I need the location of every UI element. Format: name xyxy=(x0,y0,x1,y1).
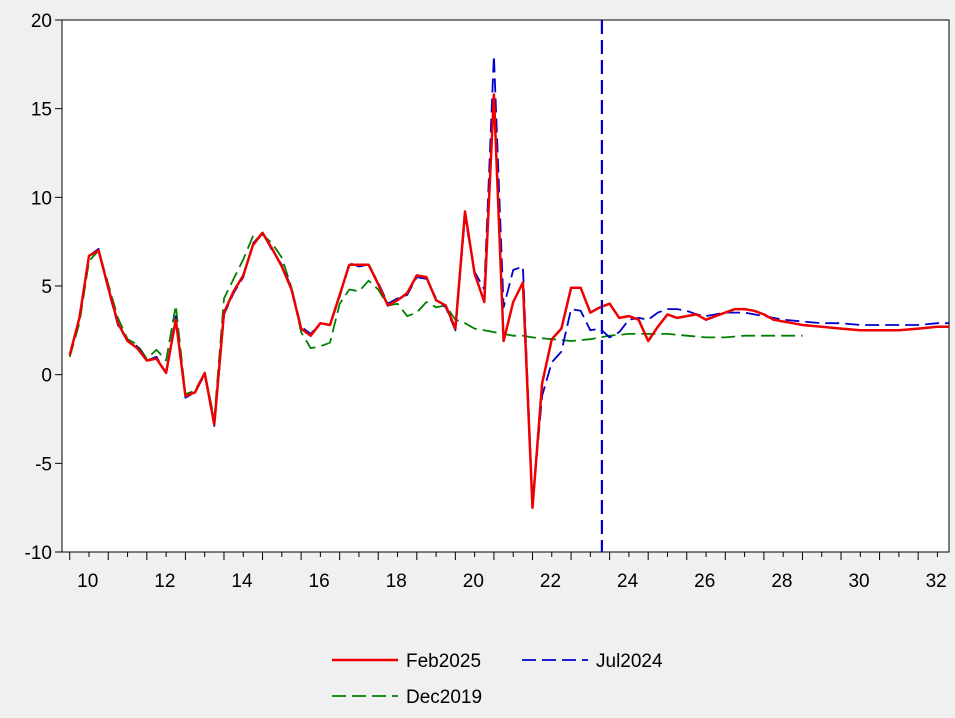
legend-label-dec2019: Dec2019 xyxy=(406,687,482,708)
x-tick-label: 18 xyxy=(386,571,407,592)
y-axis: -10 -5 0 5 10 15 20 xyxy=(25,11,62,564)
x-tick-label: 22 xyxy=(540,571,561,592)
legend-item-jul2024: Jul2024 xyxy=(522,651,663,672)
x-tick-label: 14 xyxy=(231,571,253,592)
legend-label-jul2024: Jul2024 xyxy=(596,651,663,672)
x-tick-label: 32 xyxy=(926,571,947,592)
x-tick-label: 28 xyxy=(771,571,792,592)
x-tick-label: 30 xyxy=(848,571,869,592)
legend: Feb2025 Jul2024 Dec2019 xyxy=(332,651,663,708)
y-tick-label: 15 xyxy=(31,100,52,121)
y-tick-label: 0 xyxy=(41,366,52,387)
x-tick-label: 24 xyxy=(617,571,639,592)
y-tick-label: -5 xyxy=(35,454,52,475)
x-tick-label: 10 xyxy=(77,571,98,592)
x-axis: 10 12 14 16 18 20 22 24 26 28 30 32 xyxy=(70,552,947,592)
y-tick-label: 20 xyxy=(31,11,52,32)
x-tick-label: 12 xyxy=(154,571,175,592)
legend-item-dec2019: Dec2019 xyxy=(332,687,482,708)
y-tick-label: -10 xyxy=(25,543,52,564)
y-tick-label: 10 xyxy=(31,188,52,209)
legend-item-feb2025: Feb2025 xyxy=(332,651,481,672)
y-tick-label: 5 xyxy=(41,277,52,298)
x-tick-label: 26 xyxy=(694,571,715,592)
plot-area xyxy=(62,20,949,552)
legend-label-feb2025: Feb2025 xyxy=(406,651,481,672)
x-tick-label: 20 xyxy=(463,571,484,592)
x-tick-label: 16 xyxy=(309,571,330,592)
